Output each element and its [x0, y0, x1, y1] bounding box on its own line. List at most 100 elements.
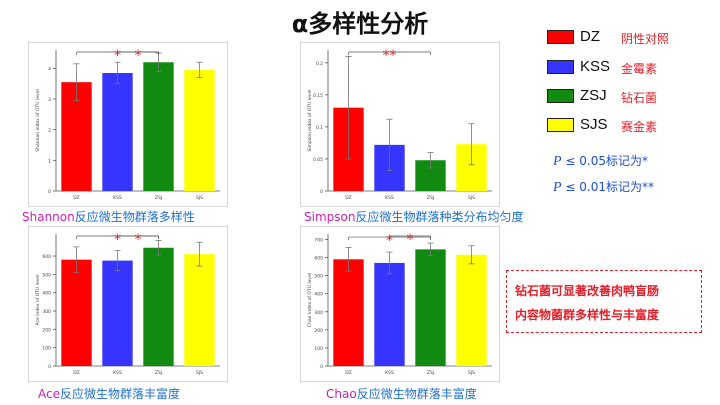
- simpson-caption: Simpson反应微生物群落种类分布均匀度: [304, 208, 523, 225]
- significance-note-001: P ≤ 0.01标记为**: [553, 178, 654, 196]
- y-tick-label: 600: [42, 254, 51, 260]
- sig-marker: *: [114, 48, 121, 64]
- legend-code: DZ: [580, 28, 600, 45]
- legend-name: 赛金素: [621, 120, 658, 134]
- y-tick-label: 0.05: [313, 157, 323, 163]
- y-tick-label: 400: [42, 291, 51, 297]
- bar: [184, 254, 215, 366]
- bar: [415, 249, 446, 366]
- x-tick-label: SJS: [196, 195, 203, 201]
- x-tick-label: SJS: [468, 195, 475, 201]
- y-tick-label: 0: [320, 189, 323, 195]
- x-tick-label: KSS: [385, 370, 394, 376]
- sig-marker: **: [383, 48, 397, 64]
- bar: [143, 247, 174, 366]
- x-tick-label: DZ: [345, 195, 352, 201]
- shannon-caption: Shannon反应微生物群落多样性: [22, 208, 195, 225]
- x-tick-label: DZ: [73, 195, 80, 201]
- y-axis-label: Ace index of OTU level: [35, 275, 41, 326]
- chao-chart-svg: 0 100 200 300 400 500 600 700 Chao index of OTU …: [300, 226, 500, 382]
- y-tick-label: 0.15: [313, 93, 323, 99]
- sig-marker: *: [135, 232, 142, 248]
- y-tick-label: 700: [314, 237, 323, 243]
- ace-chart-svg: 0 100 200 300 400 500 600 Ace index of OTU leve…: [28, 226, 228, 382]
- y-tick-label: 100: [314, 346, 323, 352]
- y-tick-label: 100: [42, 346, 51, 352]
- simpson-chart: 0 0.05 0.1 0.15 0.2 Simpson index of OTU leve…: [300, 42, 500, 207]
- caption-key: Simpson: [304, 210, 356, 224]
- y-tick-label: 500: [314, 274, 323, 280]
- y-tick-label: 600: [314, 256, 323, 262]
- caption-key: Chao: [326, 387, 357, 401]
- x-tick-label: KSS: [113, 370, 122, 376]
- caption-text: 反应微生物群落多样性: [74, 210, 195, 224]
- x-tick-label: DZ: [73, 370, 80, 376]
- caption-text: 反应微生物群落种类分布均匀度: [355, 210, 524, 224]
- x-tick-label: KSS: [113, 195, 122, 201]
- bar: [374, 262, 405, 366]
- legend-code: KSS: [580, 58, 611, 75]
- legend-name: 钻石菌: [621, 91, 658, 105]
- caption-key: Shannon: [22, 210, 75, 224]
- bar: [102, 260, 133, 366]
- x-tick-label: DZ: [345, 370, 352, 376]
- slide-title: α多样性分析: [291, 10, 429, 38]
- conclusion-line-2: 内容物菌群多样性与丰富度: [515, 308, 660, 322]
- y-tick-label: 0.2: [316, 61, 323, 67]
- y-tick-label: 1: [48, 158, 51, 164]
- y-axis-label: Simpson index of OTU level: [307, 90, 313, 152]
- caption-key: Ace: [38, 387, 60, 401]
- legend-code: SJS: [580, 116, 608, 133]
- legend-swatch: [547, 30, 574, 44]
- y-tick-label: 300: [314, 310, 323, 316]
- y-tick-label: 2: [48, 128, 51, 134]
- bar: [102, 72, 133, 191]
- bar: [333, 259, 364, 366]
- legend-swatch: [547, 89, 574, 103]
- sig-marker: *: [386, 233, 393, 249]
- significance-note-005: P ≤ 0.05标记为*: [553, 152, 648, 170]
- significance-text: ≤ 0.05标记为*: [565, 154, 648, 168]
- sig-marker: *: [135, 48, 142, 64]
- ace-caption: Ace反应微生物群落丰富度: [38, 385, 180, 402]
- y-tick-label: 0: [48, 364, 51, 370]
- y-tick-label: 200: [314, 328, 323, 334]
- y-axis-label: Chao index of OTU level: [307, 273, 313, 327]
- bar: [456, 254, 487, 366]
- significance-text: ≤ 0.01标记为**: [565, 180, 654, 194]
- p-symbol: P: [553, 154, 562, 169]
- x-tick-label: ZSJ: [427, 370, 434, 376]
- legend-swatch: [547, 60, 574, 74]
- bar: [184, 69, 215, 191]
- shannon-chart-svg: 0 1 2 3 4 Shannon index of OTU level DZ KSS ZSJ S…: [28, 42, 228, 207]
- sig-marker: *: [407, 232, 414, 248]
- y-tick-label: 3: [48, 97, 51, 103]
- sig-marker: *: [114, 232, 121, 248]
- caption-text: 反应微生物群落丰富度: [59, 387, 180, 401]
- ace-chart: 0 100 200 300 400 500 600 Ace index of OTU leve…: [28, 226, 228, 382]
- legend-name: 阴性对照: [621, 32, 670, 46]
- y-tick-label: 4: [48, 66, 51, 72]
- y-tick-label: 300: [42, 309, 51, 315]
- shannon-chart: 0 1 2 3 4 Shannon index of OTU level DZ KSS ZSJ S…: [28, 42, 228, 207]
- x-tick-label: KSS: [385, 195, 394, 201]
- chao-caption: Chao反应微生物群落丰富度: [326, 385, 477, 402]
- conclusion-box: 钻石菌可显著改善肉鸭盲肠 内容物菌群多样性与丰富度: [506, 270, 702, 333]
- p-symbol: P: [553, 180, 562, 195]
- y-tick-label: 500: [42, 272, 51, 278]
- chao-chart: 0 100 200 300 400 500 600 700 Chao index of OTU …: [300, 226, 500, 382]
- y-tick-label: 400: [314, 292, 323, 298]
- x-tick-label: ZSJ: [427, 195, 434, 201]
- x-tick-label: SJS: [468, 370, 475, 376]
- legend-name: 金霉素: [621, 62, 658, 76]
- y-tick-label: 200: [42, 327, 51, 333]
- y-tick-label: 0: [320, 364, 323, 370]
- legend-swatch: [547, 118, 574, 132]
- bar: [143, 62, 174, 192]
- y-axis-label: Shannon index of OTU level: [35, 89, 41, 151]
- x-tick-label: ZSJ: [155, 370, 162, 376]
- conclusion-line-1: 钻石菌可显著改善肉鸭盲肠: [515, 284, 660, 298]
- x-tick-label: SJS: [196, 370, 203, 376]
- bar: [61, 259, 92, 366]
- y-tick-label: 0: [48, 189, 51, 195]
